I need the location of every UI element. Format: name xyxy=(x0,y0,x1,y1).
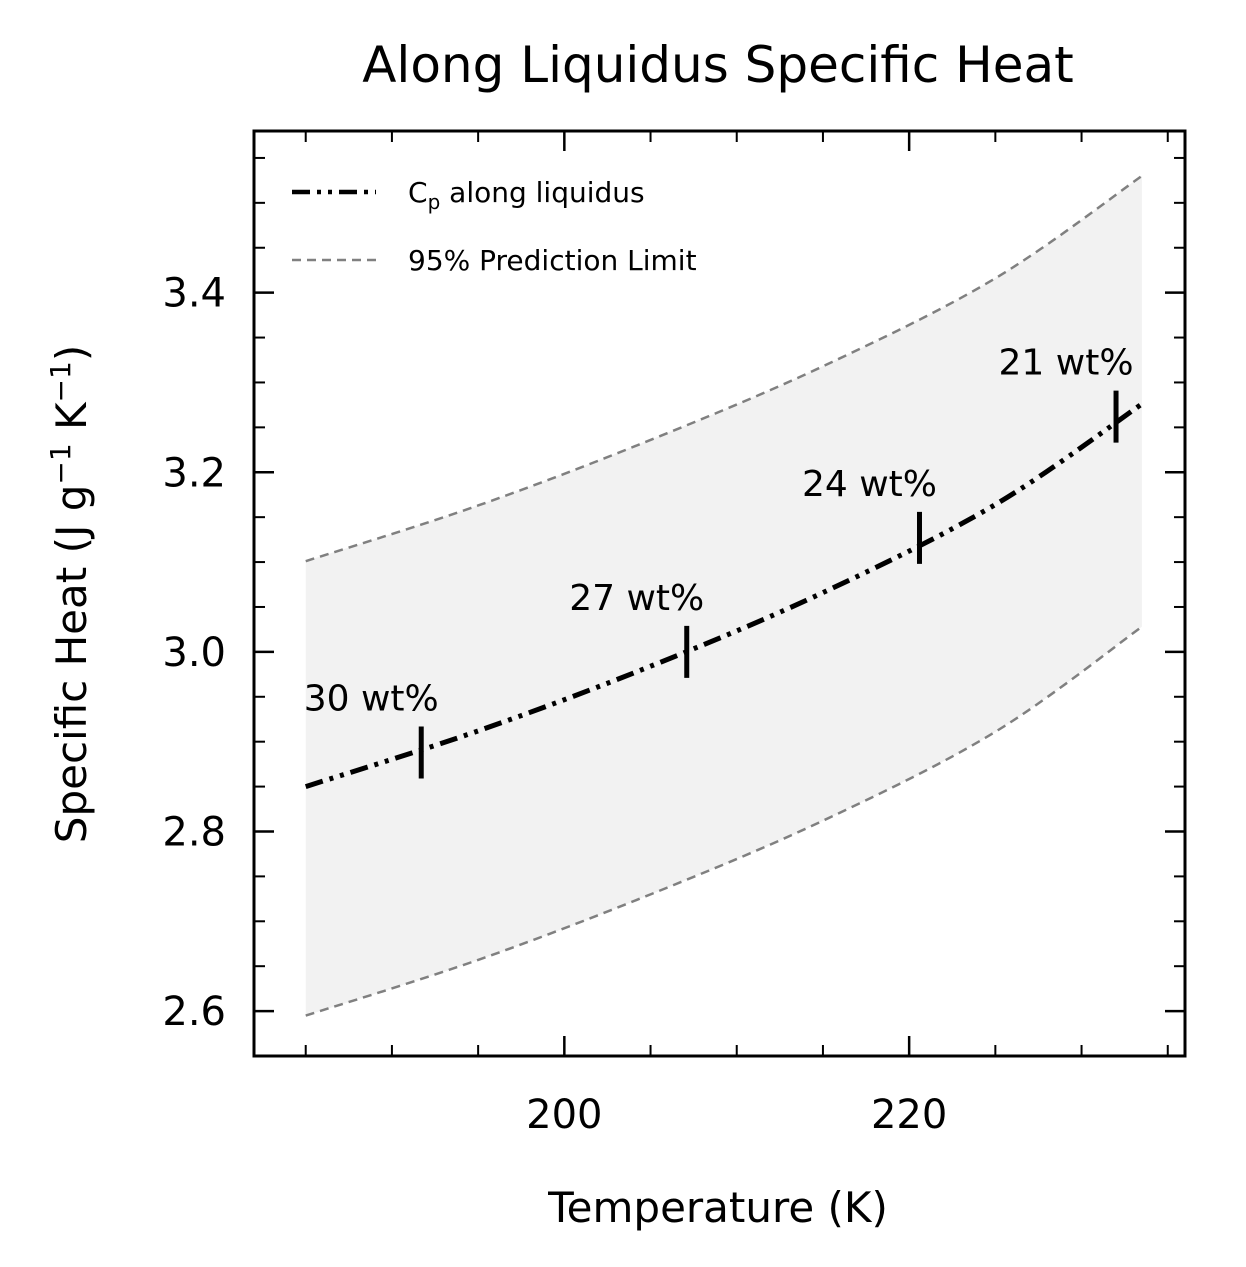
y-axis-label: Specific Heat (J g−1 K−1) xyxy=(44,345,96,843)
y-tick-label: 3.0 xyxy=(162,630,226,676)
chart-title: Along Liquidus Specific Heat xyxy=(362,36,1074,94)
composition-annotation: 27 wt% xyxy=(569,578,704,619)
y-axis-label-mid: K xyxy=(47,401,96,443)
cp-liquidus-line xyxy=(304,401,1144,789)
legend-label-prediction-limit: 95% Prediction Limit xyxy=(408,244,697,277)
plot-frame xyxy=(252,129,1187,1058)
y-axis-label-sup2: −1 xyxy=(44,361,77,402)
y-tick-label: 2.6 xyxy=(162,989,226,1035)
y-tick-label: 3.4 xyxy=(162,271,226,317)
composition-annotation: 30 wt% xyxy=(304,678,439,719)
tick-labels-layer: 200 220 2.6 2.8 3.0 3.2 3.4 xyxy=(162,271,947,1138)
x-tick-label: 220 xyxy=(871,1092,947,1138)
y-axis-label-prefix: Specific Heat (J g xyxy=(47,485,96,844)
prediction-band-layer xyxy=(305,175,1142,1016)
y-axis-label-suffix: ) xyxy=(47,345,96,361)
legend-label-cp-main: C xyxy=(408,176,428,209)
composition-annotation: 24 wt% xyxy=(802,464,937,505)
legend-label-cp-rest: along liquidus xyxy=(440,176,644,209)
composition-annotation: 21 wt% xyxy=(999,343,1134,384)
x-axis-label: Temperature (K) xyxy=(547,1183,888,1232)
x-tick-label: 200 xyxy=(526,1092,602,1138)
y-tick-label: 2.8 xyxy=(162,809,226,855)
composition-markers-layer xyxy=(418,390,1119,779)
series-lines-layer xyxy=(304,174,1144,1017)
prediction-band-fill xyxy=(305,175,1142,1016)
legend: Cp along liquidus 95% Prediction Limit xyxy=(292,176,697,277)
y-axis-label-sup1: −1 xyxy=(44,443,77,484)
upper-prediction-limit-line xyxy=(305,174,1143,563)
axis-ticks-layer xyxy=(254,131,1185,1057)
legend-label-cp-sub: p xyxy=(428,190,441,214)
lower-prediction-limit-line xyxy=(305,625,1143,1017)
annotations-layer: 30 wt% 27 wt% 24 wt% 21 wt% xyxy=(304,343,1134,720)
plot-frame-layer xyxy=(252,129,1187,1058)
legend-label-cp: Cp along liquidus xyxy=(408,176,645,214)
y-tick-label: 3.2 xyxy=(162,450,226,496)
